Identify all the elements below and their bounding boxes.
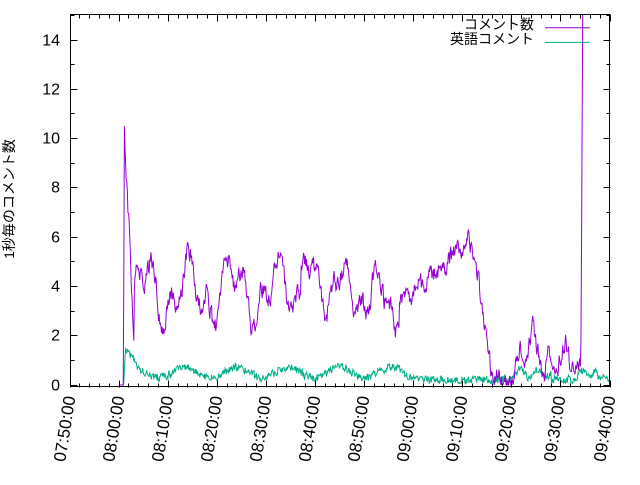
svg-text:4: 4 [51, 279, 60, 296]
svg-text:8: 8 [51, 180, 60, 197]
svg-text:1秒毎のコメント数: 1秒毎のコメント数 [1, 139, 17, 259]
svg-text:14: 14 [42, 33, 60, 50]
svg-text:10: 10 [42, 131, 60, 148]
svg-text:2: 2 [51, 328, 60, 345]
svg-text:6: 6 [51, 230, 60, 247]
svg-text:0: 0 [51, 378, 60, 395]
svg-text:12: 12 [42, 82, 60, 99]
svg-text:英語コメント: 英語コメント [450, 31, 534, 47]
